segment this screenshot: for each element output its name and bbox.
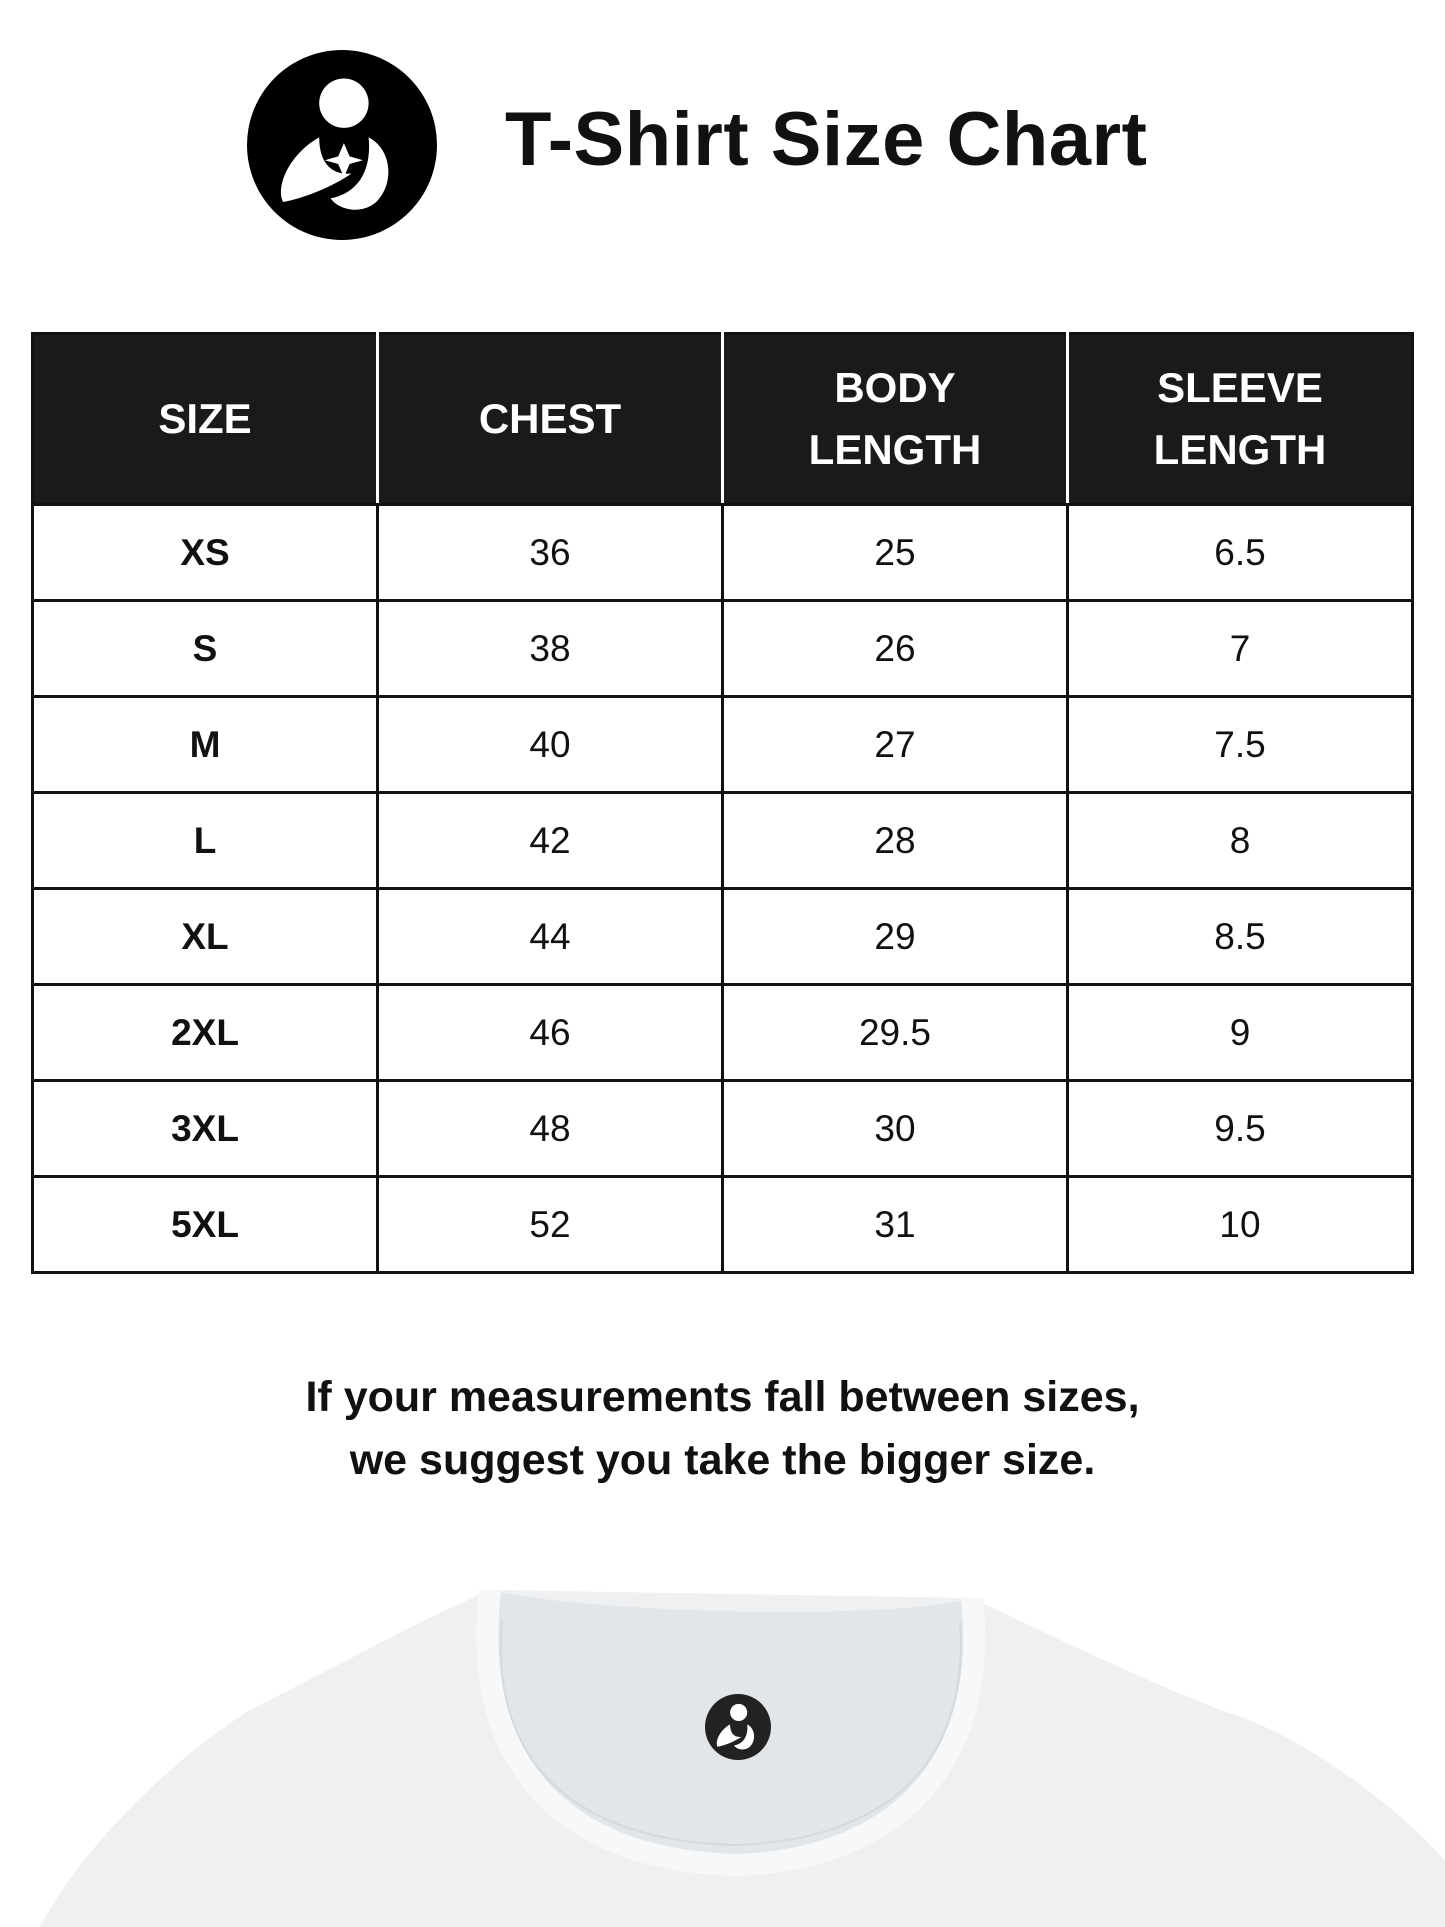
column-header: SIZE [31, 332, 379, 506]
size-cell: XS [31, 503, 379, 602]
table-row: 2XL 46 29.5 9 [31, 983, 1414, 1082]
measurement-cell: 38 [376, 599, 724, 698]
page-title: T-Shirt Size Chart [505, 97, 1148, 182]
measurement-cell: 40 [376, 695, 724, 794]
size-cell: 5XL [31, 1175, 379, 1274]
measurement-cell: 36 [376, 503, 724, 602]
measurement-cell: 31 [721, 1175, 1069, 1274]
table-row: 5XL 52 31 10 [31, 1175, 1414, 1274]
column-header-line: LENGTH [808, 426, 982, 473]
measurement-cell: 44 [376, 887, 724, 986]
column-header: CHEST [376, 332, 724, 506]
measurement-cell: 26 [721, 599, 1069, 698]
measurement-cell: 52 [376, 1175, 724, 1274]
sizing-note: If your measurements fall between sizes,… [0, 1366, 1445, 1492]
measurement-cell: 9.5 [1066, 1079, 1414, 1178]
size-chart-table: SIZE CHEST BODY LENGTH SLEEVE LENGTH XS 36 25 6.… [31, 332, 1414, 1274]
measurement-cell: 6.5 [1066, 503, 1414, 602]
column-header-line: LENGTH [1153, 426, 1327, 473]
measurement-cell: 48 [376, 1079, 724, 1178]
shirt-logo-icon [705, 1694, 771, 1760]
measurement-cell: 28 [721, 791, 1069, 890]
measurement-cell: 29.5 [721, 983, 1069, 1082]
measurement-cell: 8.5 [1066, 887, 1414, 986]
measurement-cell: 25 [721, 503, 1069, 602]
measurement-cell: 7 [1066, 599, 1414, 698]
column-header-line: CHEST [478, 395, 622, 442]
sizing-note-line-1: If your measurements fall between sizes, [305, 1373, 1140, 1421]
measurement-cell: 30 [721, 1079, 1069, 1178]
measurement-cell: 7.5 [1066, 695, 1414, 794]
table-row: L 42 28 8 [31, 791, 1414, 890]
column-header-line: SLEEVE [1157, 364, 1323, 411]
measurement-cell: 9 [1066, 983, 1414, 1082]
size-cell: L [31, 791, 379, 890]
tshirt-image [40, 1588, 1445, 1927]
size-cell: M [31, 695, 379, 794]
measurement-cell: 10 [1066, 1175, 1414, 1274]
table-row: S 38 26 7 [31, 599, 1414, 698]
brand-logo-icon [247, 50, 437, 240]
table-row: M 40 27 7.5 [31, 695, 1414, 794]
measurement-cell: 27 [721, 695, 1069, 794]
measurement-cell: 8 [1066, 791, 1414, 890]
sizing-note-line-2: we suggest you take the bigger size. [349, 1436, 1096, 1484]
table-row: XL 44 29 8.5 [31, 887, 1414, 986]
size-cell: XL [31, 887, 379, 986]
column-header-line: SIZE [158, 395, 252, 442]
column-header: BODY LENGTH [721, 332, 1069, 506]
measurement-cell: 42 [376, 791, 724, 890]
size-cell: S [31, 599, 379, 698]
table-row: XS 36 25 6.5 [31, 503, 1414, 602]
size-cell: 2XL [31, 983, 379, 1082]
column-header: SLEEVE LENGTH [1066, 332, 1414, 506]
table-row: 3XL 48 30 9.5 [31, 1079, 1414, 1178]
size-cell: 3XL [31, 1079, 379, 1178]
measurement-cell: 46 [376, 983, 724, 1082]
column-header-line: BODY [834, 364, 956, 411]
measurement-cell: 29 [721, 887, 1069, 986]
